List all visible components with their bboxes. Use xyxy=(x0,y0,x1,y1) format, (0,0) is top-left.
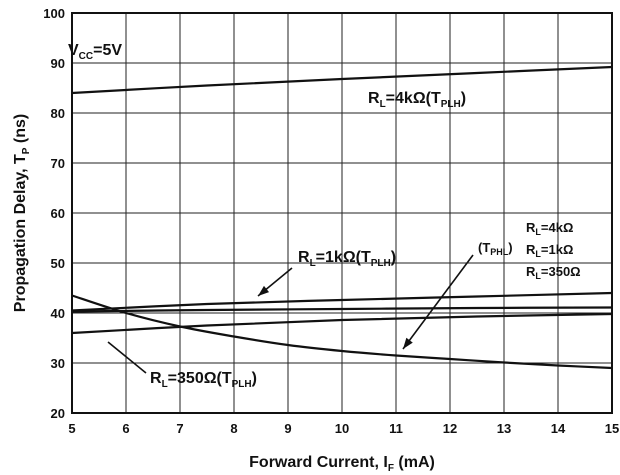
series-line-3 xyxy=(71,306,613,313)
rl350-plh-leader xyxy=(107,341,147,374)
series-lines xyxy=(71,65,613,370)
x-tick-label: 8 xyxy=(230,421,237,436)
x-tick-label: 14 xyxy=(551,421,566,436)
x-tick-label: 5 xyxy=(68,421,75,436)
x-axis-label: Forward Current, IF (mA) xyxy=(249,454,435,474)
x-tick-label: 6 xyxy=(122,421,129,436)
x-tick-label: 7 xyxy=(176,421,183,436)
y-tick-label: 60 xyxy=(51,206,65,221)
y-tick-label: 20 xyxy=(51,406,65,421)
grid xyxy=(71,12,613,414)
series-line-2 xyxy=(71,294,613,370)
rl4k-plh-label: RL=4kΩ(TPLH) xyxy=(368,90,466,110)
y-tick-label: 70 xyxy=(51,156,65,171)
tphl-rl4k-label: RL=4kΩ xyxy=(526,220,573,237)
rl1k-plh-label: RL=1kΩ(TPLH) xyxy=(298,249,396,269)
series-line-4 xyxy=(71,312,613,335)
x-tick-label: 11 xyxy=(389,421,403,436)
x-tick-label: 10 xyxy=(335,421,349,436)
x-tick-label: 9 xyxy=(284,421,291,436)
y-tick-label: 90 xyxy=(51,56,65,71)
plot-frame xyxy=(71,12,613,414)
x-tick-label: 15 xyxy=(605,421,619,436)
x-tick-label: 12 xyxy=(443,421,457,436)
x-tick-labels: 5 6 7 8 9 10 11 12 13 14 15 xyxy=(68,421,619,436)
tphl-rl350-label: RL=350Ω xyxy=(526,264,581,281)
y-tick-label: 100 xyxy=(43,6,65,21)
x-tick-label: 13 xyxy=(497,421,511,436)
y-tick-label: 40 xyxy=(51,306,65,321)
rl1k-plh-arrow xyxy=(257,267,293,297)
series-line-0 xyxy=(71,65,613,95)
tphl-rl1k-label: RL=1kΩ xyxy=(526,242,573,259)
y-tick-label: 50 xyxy=(51,256,65,271)
y-tick-label: 30 xyxy=(51,356,65,371)
series-line-1 xyxy=(71,291,613,312)
tphl-arrow xyxy=(402,254,474,350)
vcc-annotation: VCC=5V xyxy=(68,42,122,62)
y-tick-label: 80 xyxy=(51,106,65,121)
annotation-arrows xyxy=(107,254,474,374)
rl350-plh-label: RL=350Ω(TPLH) xyxy=(150,370,257,390)
tphl-label: (TPHL) xyxy=(478,240,513,257)
y-axis-label: Propagation Delay, TP (ns) xyxy=(12,114,32,312)
y-tick-labels: 20 30 40 50 60 70 80 90 100 xyxy=(43,6,65,421)
